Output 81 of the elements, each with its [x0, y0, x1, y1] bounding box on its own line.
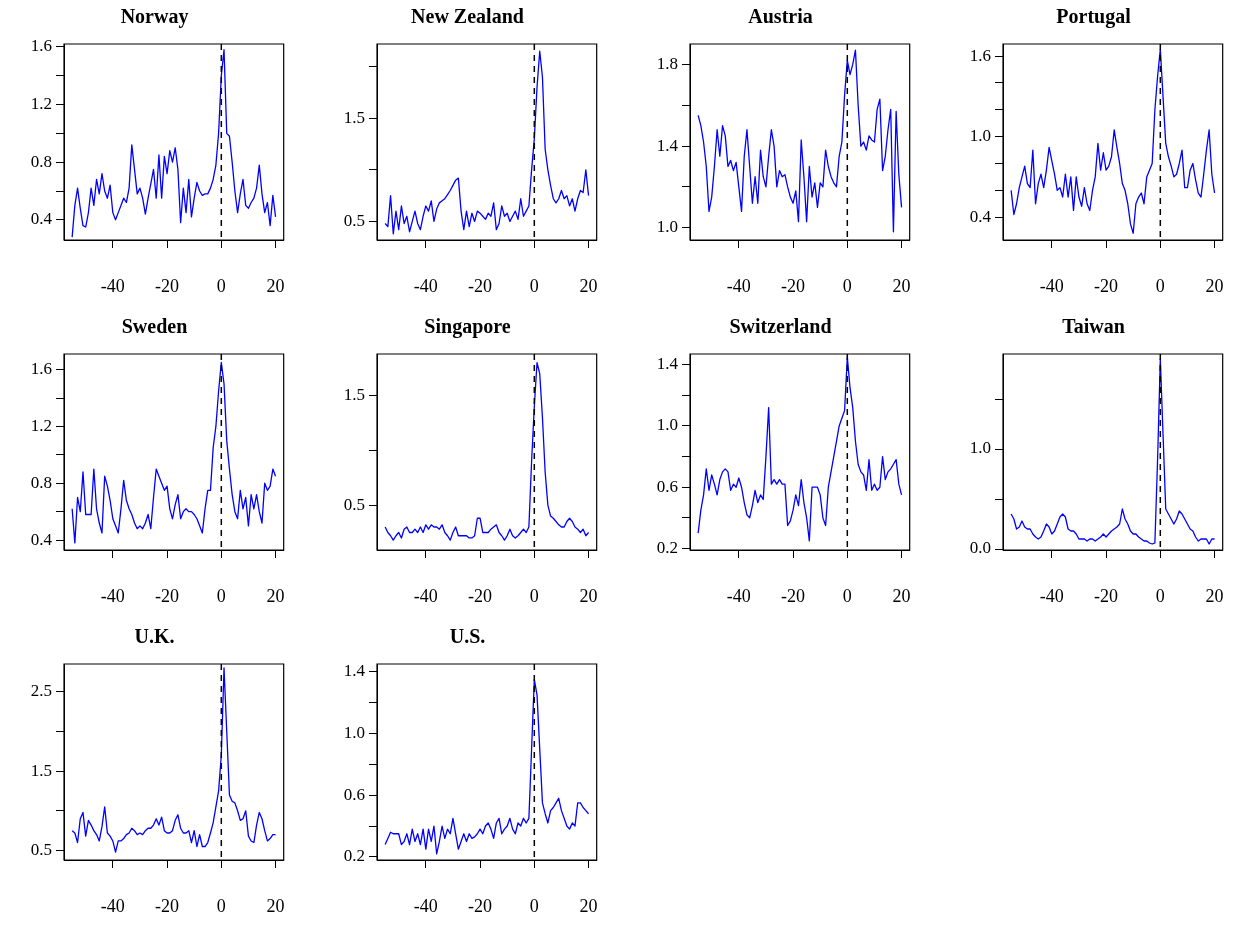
- x-tick-label: 20: [892, 275, 911, 296]
- y-tick-label: 0.8: [30, 151, 52, 171]
- x-tick-label: 20: [1205, 585, 1224, 606]
- x-tick-label: -20: [155, 895, 180, 916]
- y-tick-label: 1.2: [30, 415, 52, 435]
- y-tick-label: 1.0: [969, 126, 991, 146]
- y-tick-label: 1.6: [30, 359, 52, 379]
- x-tick-label: -40: [1039, 275, 1064, 296]
- y-tick-label: 0.4: [30, 209, 53, 229]
- chart-title: Singapore: [424, 315, 511, 339]
- chart-title: New Zealand: [411, 5, 524, 28]
- y-tick-label: 1.0: [656, 217, 678, 237]
- x-tick-label: 20: [579, 585, 598, 606]
- x-tick-label: 0: [529, 895, 539, 916]
- x-tick-label: -40: [413, 275, 438, 296]
- x-tick-label: 0: [842, 275, 852, 296]
- x-tick-label: 0: [529, 585, 539, 606]
- y-tick-label: 1.4: [656, 135, 679, 155]
- x-tick-label: 20: [266, 895, 285, 916]
- chart-title: Austria: [748, 5, 813, 28]
- chart-title: U.S.: [449, 625, 486, 648]
- x-tick-label: -40: [726, 585, 751, 606]
- x-tick-label: 0: [842, 585, 852, 606]
- y-tick-label: 0.5: [343, 210, 365, 230]
- chart-title: Switzerland: [729, 315, 832, 338]
- x-tick-label: -20: [468, 275, 493, 296]
- chart-title: Norway: [120, 5, 189, 29]
- chart-title: Portugal: [1056, 5, 1132, 29]
- x-tick-label: 20: [892, 585, 911, 606]
- y-tick-label: 0.0: [969, 538, 991, 558]
- x-tick-label: 0: [1155, 275, 1165, 296]
- x-tick-label: 20: [266, 275, 285, 296]
- x-tick-label: -20: [155, 275, 180, 296]
- x-tick-label: -20: [468, 895, 493, 916]
- y-tick-label: 0.5: [343, 494, 365, 514]
- y-tick-label: 1.4: [656, 354, 679, 374]
- x-tick-label: 20: [579, 895, 598, 916]
- x-tick-label: 0: [216, 275, 226, 296]
- x-tick-label: 20: [1205, 275, 1224, 296]
- x-tick-label: -20: [155, 585, 180, 606]
- y-tick-label: 2.5: [30, 681, 52, 701]
- y-tick-label: 1.8: [656, 53, 678, 73]
- x-tick-label: -40: [413, 585, 438, 606]
- x-tick-label: -20: [781, 275, 806, 296]
- x-tick-label: 20: [579, 275, 598, 296]
- y-tick-label: 0.2: [656, 537, 678, 557]
- x-tick-label: -20: [1094, 275, 1119, 296]
- y-tick-label: 1.0: [656, 415, 678, 435]
- y-tick-label: 0.4: [969, 206, 992, 226]
- x-tick-label: -40: [100, 275, 125, 296]
- x-tick-label: -20: [468, 585, 493, 606]
- y-tick-label: 1.5: [343, 107, 365, 127]
- y-tick-label: 0.5: [30, 839, 52, 859]
- chart-title: Taiwan: [1062, 315, 1125, 338]
- y-tick-label: 0.8: [30, 472, 52, 492]
- x-tick-label: -40: [100, 585, 125, 606]
- y-tick-label: 0.6: [656, 476, 678, 496]
- y-tick-label: 1.6: [30, 36, 52, 56]
- chart-title: Sweden: [121, 315, 188, 338]
- x-tick-label: -40: [100, 895, 125, 916]
- x-tick-label: 20: [266, 585, 285, 606]
- x-tick-label: -20: [1094, 585, 1119, 606]
- x-tick-label: -40: [413, 895, 438, 916]
- y-tick-label: 1.0: [969, 438, 991, 458]
- x-tick-label: 0: [216, 585, 226, 606]
- x-tick-label: 0: [1155, 585, 1165, 606]
- y-tick-label: 0.6: [343, 784, 365, 804]
- x-tick-label: -40: [1039, 585, 1064, 606]
- y-tick-label: 1.4: [343, 661, 366, 681]
- y-tick-label: 1.0: [343, 722, 365, 742]
- x-tick-label: -40: [726, 275, 751, 296]
- y-tick-label: 0.4: [30, 529, 53, 549]
- x-tick-label: 0: [216, 895, 226, 916]
- x-tick-label: 0: [529, 275, 539, 296]
- y-tick-label: 1.5: [30, 760, 52, 780]
- y-tick-label: 1.6: [969, 45, 991, 65]
- chart-title: U.K.: [134, 625, 175, 648]
- x-tick-label: -20: [781, 585, 806, 606]
- y-tick-label: 0.2: [343, 846, 365, 866]
- y-tick-label: 1.5: [343, 385, 365, 405]
- y-tick-label: 1.2: [30, 94, 52, 113]
